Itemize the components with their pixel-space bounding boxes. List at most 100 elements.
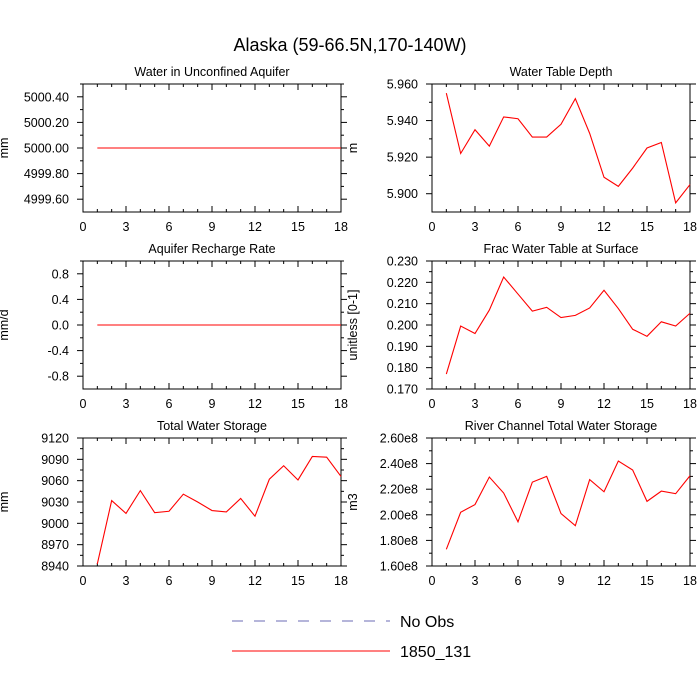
y-tick-label: 5.960 (387, 78, 418, 92)
series-line (445, 93, 691, 205)
y-tick-label: -0.8 (47, 370, 69, 384)
x-tick-label: 15 (640, 574, 654, 588)
legend: No Obs 1850_131 (232, 614, 471, 661)
y-tick-label: 2.40e8 (380, 457, 418, 471)
x-tick-label: 18 (334, 397, 348, 411)
y-axis-label: unitless [0-1] (346, 290, 360, 361)
x-tick-label: 6 (515, 220, 522, 234)
x-tick-label: 6 (166, 220, 173, 234)
x-tick-label: 3 (123, 574, 130, 588)
plot-frame (431, 83, 691, 213)
y-tick-label: 2.00e8 (380, 508, 418, 522)
x-tick-label: 12 (248, 397, 262, 411)
chart-panel: River Channel Total Water Storage m3 0 3 6 9 1… (346, 419, 697, 588)
chart-panel: Frac Water Table at Surface unitless [0-1… (346, 242, 697, 411)
x-tick-label: 15 (640, 397, 654, 411)
x-tick-label: 9 (558, 220, 565, 234)
y-tick-label: 0.8 (52, 267, 69, 281)
y-tick-label: 2.20e8 (380, 483, 418, 497)
x-tick-label: 9 (558, 397, 565, 411)
y-tick-label: 5.940 (387, 114, 418, 128)
series-line (445, 275, 691, 375)
x-tick-label: 0 (80, 397, 87, 411)
y-tick-label: 0.230 (387, 255, 418, 269)
y-tick-label: 9000 (41, 517, 69, 531)
y-tick-label: 0.170 (387, 383, 418, 397)
y-tick-label: 4999.80 (24, 167, 69, 181)
y-tick-label: 1.60e8 (380, 560, 418, 574)
x-tick-label: 9 (209, 220, 216, 234)
series-line (96, 455, 342, 564)
x-tick-label: 6 (166, 574, 173, 588)
x-tick-label: 3 (472, 574, 479, 588)
legend-item: No Obs (232, 614, 454, 631)
y-axis-label: mm/d (0, 309, 11, 340)
x-tick-label: 6 (515, 397, 522, 411)
panels: Water in Unconfined Aquifer mm 0 3 6 9 12 15 18 4… (0, 65, 697, 588)
y-tick-label: 0.4 (52, 293, 69, 307)
x-tick-label: 9 (209, 574, 216, 588)
y-tick-label: 1.80e8 (380, 534, 418, 548)
x-tick-label: 15 (291, 574, 305, 588)
x-tick-label: 3 (472, 397, 479, 411)
y-tick-label: 0.220 (387, 276, 418, 290)
y-tick-label: 5.900 (387, 187, 418, 201)
plot-frame (431, 260, 691, 390)
y-tick-label: 9030 (41, 496, 69, 510)
x-tick-label: 3 (472, 220, 479, 234)
figure-title: Alaska (59-66.5N,170-140W) (233, 35, 466, 55)
x-tick-label: 3 (123, 397, 130, 411)
legend-label: 1850_131 (400, 644, 471, 661)
y-tick-label: 0.210 (387, 297, 418, 311)
y-tick-label: 2.60e8 (380, 432, 418, 446)
y-tick-label: 8970 (41, 538, 69, 552)
x-tick-label: 0 (80, 574, 87, 588)
panel-title: Water Table Depth (510, 65, 613, 79)
x-tick-label: 0 (80, 220, 87, 234)
y-tick-label: 5.920 (387, 151, 418, 165)
y-tick-label: 0.180 (387, 361, 418, 375)
x-tick-label: 12 (597, 220, 611, 234)
x-tick-label: 6 (166, 397, 173, 411)
y-tick-label: 5000.00 (24, 142, 69, 156)
x-tick-label: 15 (291, 397, 305, 411)
x-tick-label: 0 (429, 397, 436, 411)
legend-item: 1850_131 (232, 644, 471, 661)
panel-title: Water in Unconfined Aquifer (134, 65, 289, 79)
x-tick-label: 12 (248, 220, 262, 234)
x-tick-label: 0 (429, 220, 436, 234)
plot-frame (431, 437, 691, 567)
x-tick-label: 12 (597, 397, 611, 411)
x-tick-label: 18 (683, 220, 697, 234)
x-tick-label: 15 (640, 220, 654, 234)
panel-title: Aquifer Recharge Rate (148, 242, 275, 256)
x-tick-label: 12 (597, 574, 611, 588)
y-tick-label: -0.4 (47, 344, 69, 358)
y-tick-label: 9120 (41, 432, 69, 446)
y-tick-label: 4999.60 (24, 193, 69, 207)
y-tick-label: 0.190 (387, 340, 418, 354)
legend-label: No Obs (400, 614, 454, 631)
x-tick-label: 12 (248, 574, 262, 588)
panel-title: Frac Water Table at Surface (484, 242, 639, 256)
panel-title: Total Water Storage (157, 419, 267, 433)
y-axis-label: mm (0, 138, 11, 159)
y-tick-label: 0.0 (52, 319, 69, 333)
x-tick-label: 18 (683, 397, 697, 411)
x-tick-label: 9 (209, 397, 216, 411)
panel-title: River Channel Total Water Storage (465, 419, 658, 433)
x-tick-label: 18 (334, 574, 348, 588)
y-tick-label: 9090 (41, 453, 69, 467)
y-tick-label: 0.200 (387, 319, 418, 333)
chart-panel: Water Table Depth m 0 3 6 9 12 15 18 5.900 5.920 5.… (346, 65, 697, 234)
x-tick-label: 3 (123, 220, 130, 234)
chart-panel: Aquifer Recharge Rate mm/d 0 3 6 9 12 15 18 -0.8 -… (0, 242, 348, 411)
x-tick-label: 15 (291, 220, 305, 234)
y-axis-label: m (346, 143, 360, 153)
x-tick-label: 18 (683, 574, 697, 588)
x-tick-label: 9 (558, 574, 565, 588)
x-tick-label: 6 (515, 574, 522, 588)
x-tick-label: 18 (334, 220, 348, 234)
chart-panel: Water in Unconfined Aquifer mm 0 3 6 9 12 15 18 4… (0, 65, 348, 234)
